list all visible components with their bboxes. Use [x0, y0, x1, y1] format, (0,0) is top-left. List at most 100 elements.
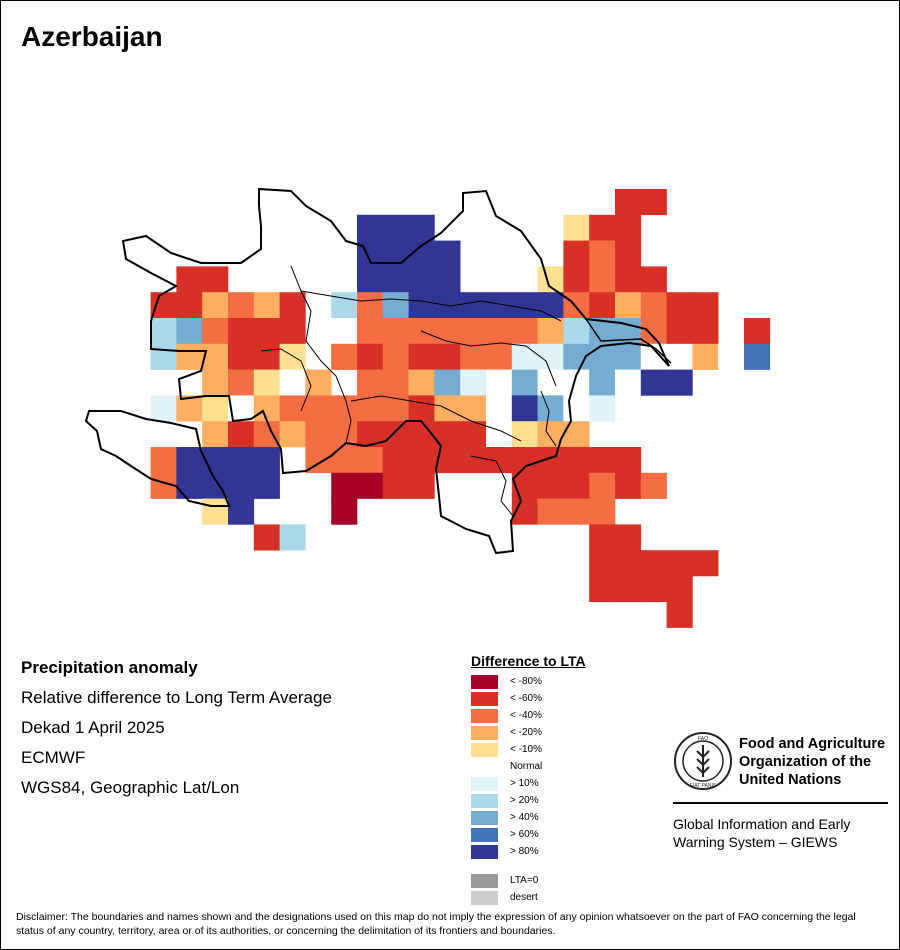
- anomaly-cell: [563, 421, 590, 448]
- anomaly-cell: [434, 343, 461, 370]
- legend-swatch: [471, 709, 498, 723]
- fao-logo-motto: FIAT PANIS: [690, 783, 717, 789]
- anomaly-cell: [537, 343, 564, 370]
- anomaly-cell: [176, 318, 203, 345]
- legend-swatch: [471, 692, 498, 706]
- anomaly-cell: [331, 395, 358, 422]
- anomaly-cell: [279, 343, 306, 370]
- anomaly-cell: [640, 550, 667, 577]
- anomaly-cell: [253, 421, 280, 448]
- anomaly-cell: [537, 266, 564, 293]
- anomaly-cell: [615, 214, 642, 241]
- anomaly-cell: [511, 395, 538, 422]
- anomaly-cell: [202, 266, 229, 293]
- legend-label: > 40%: [510, 812, 539, 823]
- anomaly-cell: [511, 318, 538, 345]
- anomaly-cell: [331, 318, 358, 345]
- legend-swatch: [471, 845, 498, 859]
- anomaly-cell: [150, 447, 177, 474]
- anomaly-cell: [589, 447, 616, 474]
- legend-label: < -10%: [510, 744, 542, 755]
- anomaly-cell: [434, 318, 461, 345]
- anomaly-cell: [202, 318, 229, 345]
- map-title: Azerbaijan: [21, 21, 163, 52]
- absheron-coast: [585, 318, 672, 364]
- anomaly-cell: [460, 318, 487, 345]
- map-info: Precipitation anomaly Relative differenc…: [21, 657, 332, 807]
- anomaly-cell: [589, 369, 616, 396]
- giews-name: Global Information and Early Warning Sys…: [673, 815, 888, 851]
- legend-swatch: [471, 726, 498, 740]
- anomaly-cell: [486, 343, 513, 370]
- fao-org-line: United Nations: [739, 772, 842, 788]
- anomaly-cell: [589, 240, 616, 267]
- anomaly-cell: [511, 369, 538, 396]
- anomaly-cell: [460, 447, 487, 474]
- anomaly-cell: [589, 214, 616, 241]
- anomaly-cell: [640, 472, 667, 499]
- anomaly-cell: [589, 498, 616, 525]
- anomaly-cell: [692, 318, 719, 345]
- anomaly-cell: [486, 318, 513, 345]
- anomaly-cell: [537, 395, 564, 422]
- anomaly-cell: [150, 292, 177, 319]
- anomaly-cell: [331, 292, 358, 319]
- anomaly-cell: [615, 343, 642, 370]
- anomaly-cell: [331, 498, 358, 525]
- anomaly-cell: [408, 369, 435, 396]
- anomaly-cell: [615, 524, 642, 551]
- region-boundary: [350, 395, 522, 442]
- anomaly-cell: [331, 447, 358, 474]
- anomaly-cell: [563, 318, 590, 345]
- legend-item: < -20%: [471, 724, 671, 741]
- anomaly-cell: [511, 292, 538, 319]
- anomaly-cell: [589, 266, 616, 293]
- anomaly-cell: [253, 343, 280, 370]
- anomaly-cell: [460, 369, 487, 396]
- anomaly-cell: [615, 292, 642, 319]
- fao-logo-letters: FAO: [698, 736, 708, 742]
- info-line-projection: WGS84, Geographic Lat/Lon: [21, 778, 240, 797]
- anomaly-cell: [460, 395, 487, 422]
- region-boundary: [470, 455, 514, 517]
- fao-org-name: Food and Agriculture Organization of the…: [739, 735, 889, 789]
- anomaly-cell: [408, 343, 435, 370]
- anomaly-cell: [228, 343, 255, 370]
- anomaly-cell: [331, 421, 358, 448]
- anomaly-cell: [434, 369, 461, 396]
- legend-label: > 10%: [510, 778, 539, 789]
- legend-label: > 80%: [510, 846, 539, 857]
- anomaly-cell: [563, 292, 590, 319]
- legend-swatch: [471, 777, 498, 791]
- anomaly-cell: [460, 343, 487, 370]
- anomaly-cell: [460, 292, 487, 319]
- anomaly-cell: [537, 472, 564, 499]
- anomaly-cell: [202, 369, 229, 396]
- anomaly-cell: [666, 576, 693, 603]
- legend-item: > 60%: [471, 826, 671, 843]
- anomaly-cell: [589, 472, 616, 499]
- anomaly-cell: [589, 576, 616, 603]
- anomaly-cell: [744, 318, 771, 345]
- anomaly-cell: [357, 343, 384, 370]
- anomaly-cell: [253, 369, 280, 396]
- river: [540, 390, 557, 447]
- region-boundary: [300, 290, 562, 322]
- anomaly-cell: [408, 214, 435, 241]
- anomaly-cell: [202, 292, 229, 319]
- anomaly-cell: [382, 214, 409, 241]
- anomaly-cell: [253, 318, 280, 345]
- legend-item: > 10%: [471, 775, 671, 792]
- anomaly-cell: [408, 421, 435, 448]
- legend-swatch: [471, 794, 498, 808]
- anomaly-cell: [589, 395, 616, 422]
- anomaly-cell: [279, 524, 306, 551]
- anomaly-cell: [434, 266, 461, 293]
- anomaly-cell: [331, 343, 358, 370]
- anomaly-cell: [176, 447, 203, 474]
- anomaly-cell: [692, 343, 719, 370]
- giews-line: Warning System – GIEWS: [673, 834, 838, 850]
- legend-label: LTA=0: [510, 875, 539, 886]
- azerbaijan-outline: [121, 187, 670, 555]
